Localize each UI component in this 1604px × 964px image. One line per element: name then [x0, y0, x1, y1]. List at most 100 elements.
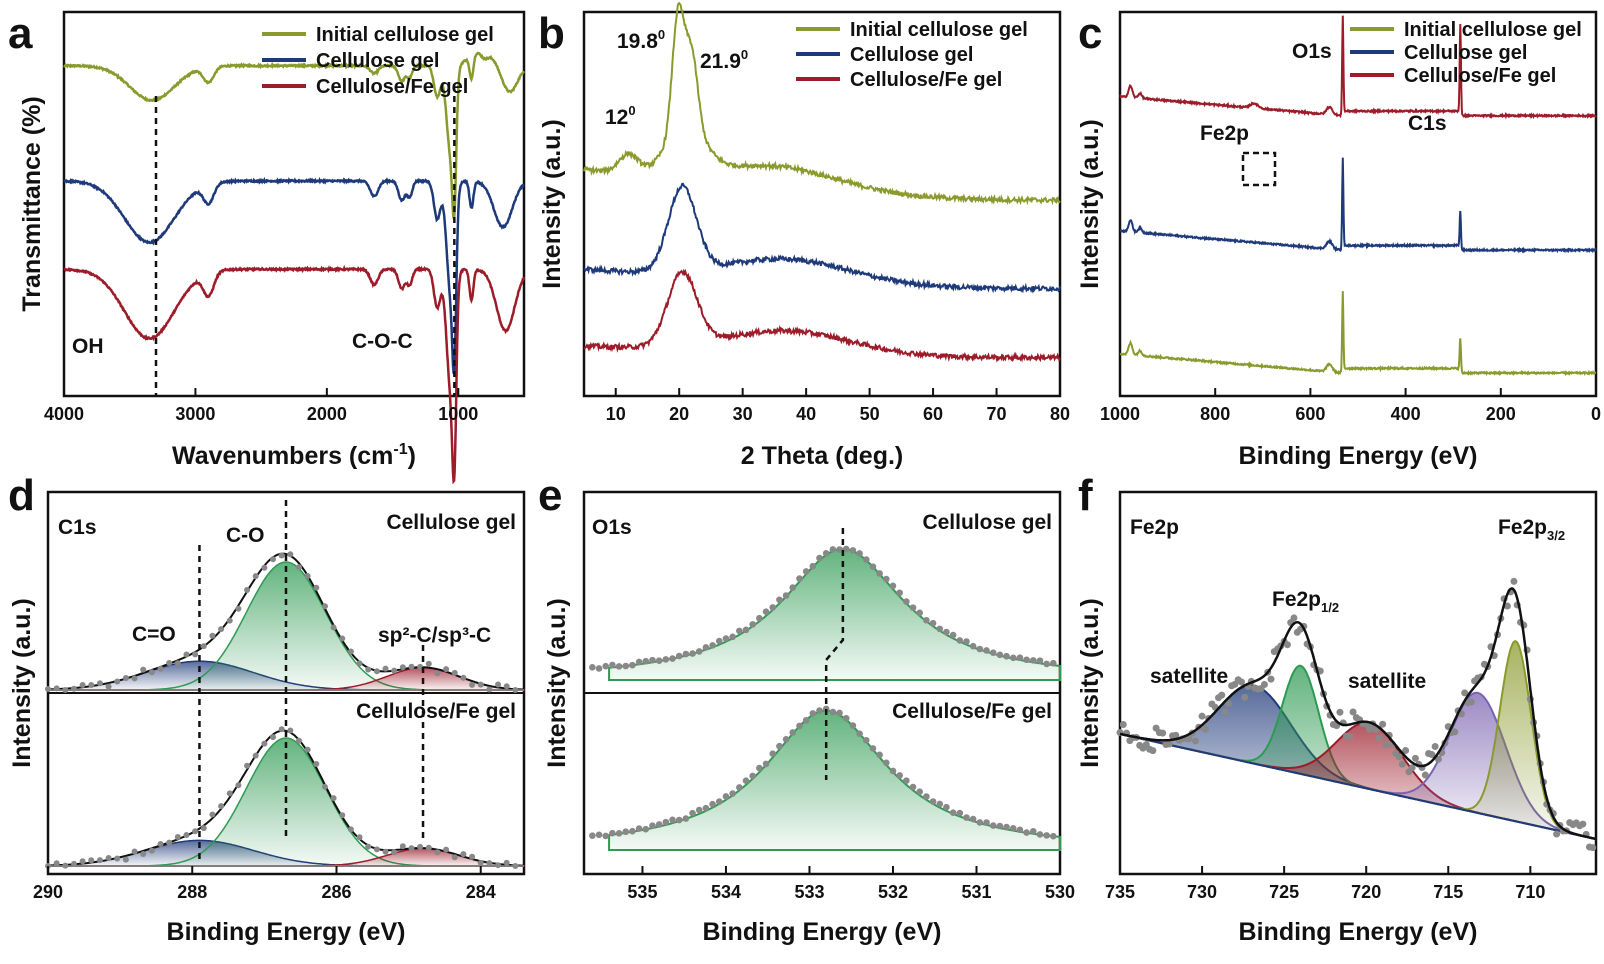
data-point	[742, 626, 750, 634]
panel-a-x-ticks: 4000 3000 2000 1000	[44, 388, 478, 424]
panel-c-x-ticks: 1000 800 600 400 200 0	[1100, 388, 1601, 424]
data-point	[486, 860, 493, 867]
data-point	[762, 760, 770, 768]
legend-label: Initial cellulose gel	[316, 24, 494, 46]
data-point	[976, 645, 984, 653]
data-point	[391, 849, 398, 856]
x-tick-label: 70	[987, 404, 1007, 424]
data-point	[157, 841, 164, 848]
data-point	[226, 617, 233, 624]
data-point	[347, 826, 354, 833]
data-point	[330, 624, 337, 631]
data-point	[235, 605, 242, 612]
x-tick-label: 531	[961, 882, 991, 902]
data-point	[996, 651, 1004, 659]
data-point	[816, 554, 823, 562]
data-point	[709, 800, 716, 808]
data-point	[200, 643, 207, 650]
x-tick-label: 2000	[307, 404, 347, 424]
data-point	[862, 736, 870, 744]
data-point	[313, 760, 320, 767]
panel-e-y-axis-title: Intensity (a.u.)	[543, 598, 571, 767]
data-point	[1023, 829, 1030, 836]
data-point	[1009, 654, 1017, 662]
data-point	[829, 708, 837, 716]
data-point	[836, 546, 843, 553]
panel-e-x-axis-title: Binding Energy (eV)	[703, 918, 942, 946]
data-point	[622, 828, 630, 836]
panel-d-plot-area	[45, 500, 525, 869]
panel-e-frame	[582, 490, 1062, 876]
data-point	[469, 681, 476, 688]
panel-e-x-ticks: 535 534 533 532 531 530	[627, 866, 1075, 902]
data-point	[417, 663, 424, 670]
data-point	[287, 551, 294, 558]
data-point	[105, 683, 112, 690]
data-point	[477, 681, 484, 688]
data-point	[451, 669, 458, 676]
data-point	[736, 627, 743, 635]
data-point	[742, 777, 750, 784]
data-point	[425, 660, 432, 667]
data-point	[842, 714, 850, 722]
data-point	[923, 616, 930, 624]
data-point	[909, 783, 917, 791]
data-point	[749, 621, 756, 628]
data-point	[936, 800, 944, 808]
data-point	[321, 783, 328, 790]
panel-b-x-axis-title: 2 Theta (deg.)	[741, 442, 904, 470]
data-point	[695, 648, 703, 655]
data-point	[689, 650, 696, 657]
data-point	[1192, 737, 1200, 745]
data-point	[503, 859, 510, 866]
data-point	[451, 854, 458, 861]
data-point	[1579, 820, 1587, 828]
data-point	[1050, 659, 1057, 667]
data-point	[629, 661, 636, 669]
data-point	[595, 665, 603, 672]
panel-f-frame	[1118, 490, 1598, 876]
annotation-c-o-c: C-O-C	[352, 330, 413, 353]
data-point	[174, 660, 181, 667]
data-point	[114, 678, 121, 685]
data-point	[1023, 656, 1030, 664]
data-point	[602, 662, 610, 670]
data-point	[1428, 751, 1436, 759]
data-point	[796, 575, 803, 582]
data-point	[602, 832, 610, 840]
data-point	[689, 809, 696, 817]
data-point	[635, 658, 643, 666]
data-point	[715, 798, 723, 805]
data-point	[443, 846, 450, 853]
data-point	[174, 834, 181, 841]
panel-letter-e: e	[538, 471, 562, 520]
data-point	[140, 851, 147, 858]
data-point	[702, 644, 710, 651]
data-point	[876, 570, 883, 577]
data-point	[1379, 720, 1387, 728]
data-point	[842, 545, 850, 553]
panel-b-legend: Initial cellulose gel Cellulose gel Cellul…	[796, 19, 1028, 91]
data-point	[1290, 614, 1298, 622]
data-point	[477, 859, 484, 866]
data-point	[649, 656, 656, 664]
fit-component	[608, 709, 1061, 851]
data-point	[408, 845, 415, 852]
data-point	[896, 589, 903, 597]
data-point	[1260, 680, 1268, 688]
data-point	[122, 674, 129, 681]
data-point	[365, 666, 372, 673]
data-point	[88, 857, 95, 864]
panel-c-frame	[1118, 10, 1598, 398]
data-point	[849, 547, 857, 554]
panel-a-y-axis-title: Transmittance (%)	[18, 96, 46, 311]
data-point	[399, 843, 406, 850]
data-point	[278, 726, 285, 733]
legend-label: Initial cellulose gel	[1404, 19, 1582, 41]
data-point	[715, 637, 723, 645]
annotation-fe2p: Fe2p	[1200, 122, 1249, 145]
data-point	[949, 809, 957, 816]
data-point	[589, 832, 596, 840]
panel-a-frame	[62, 10, 526, 398]
panel-c-y-axis-title: Intensity (a.u.)	[1076, 119, 1104, 288]
